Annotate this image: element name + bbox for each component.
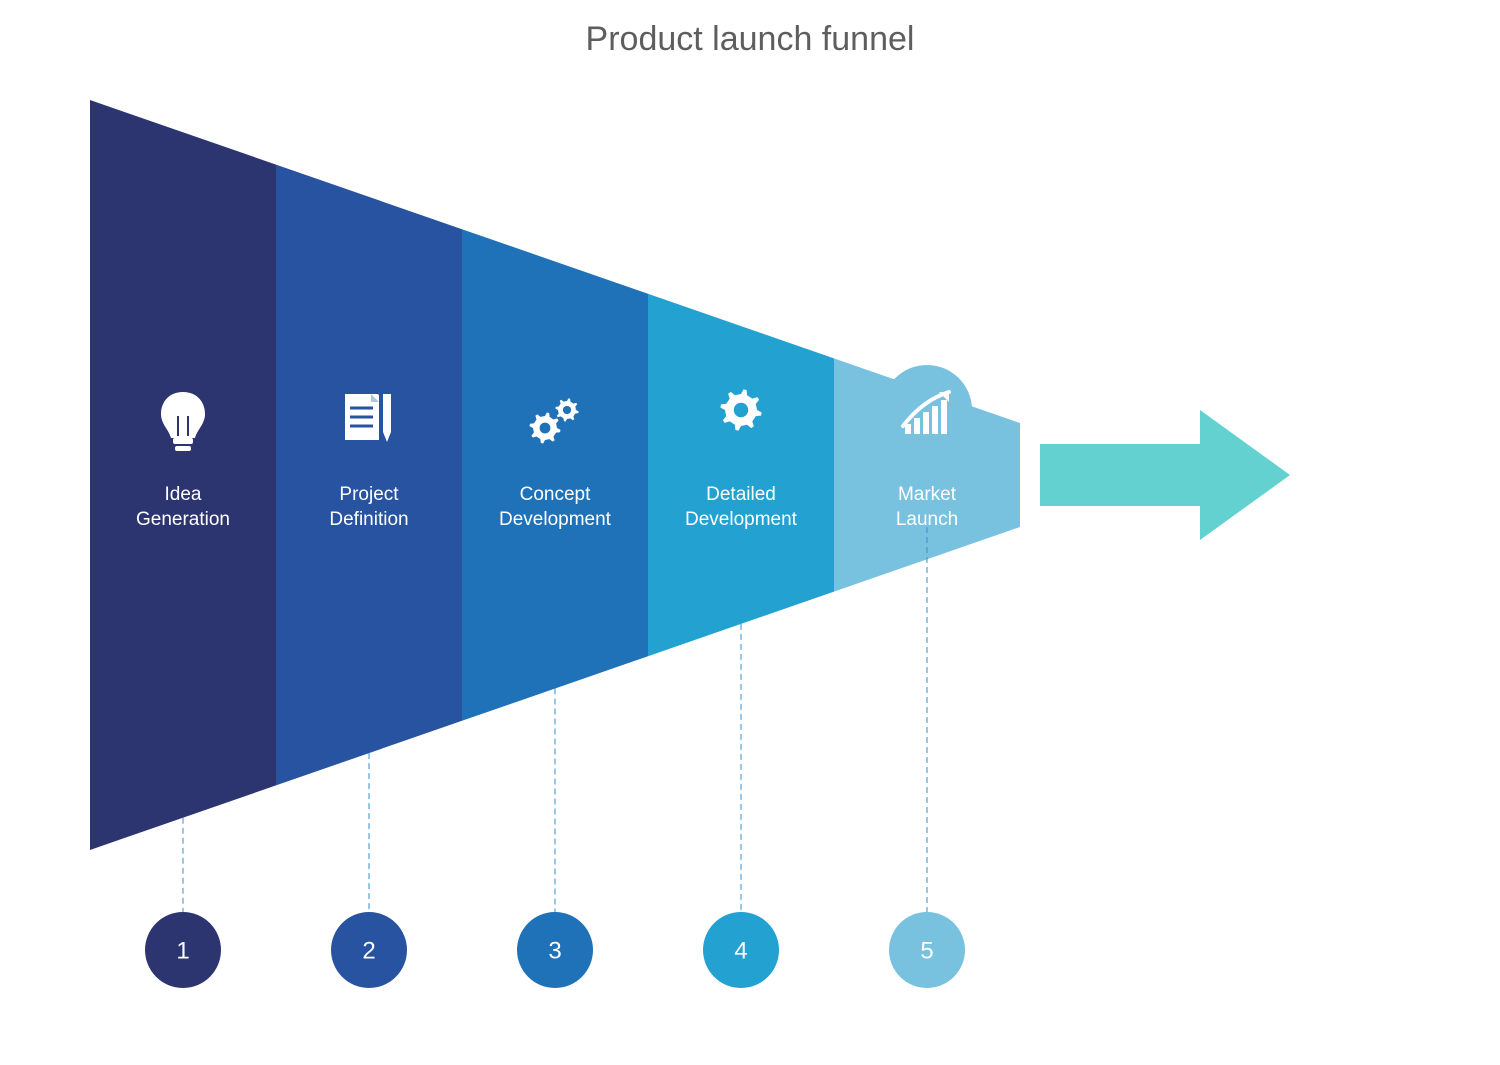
stage-label-idea-generation-line1: Idea	[165, 484, 202, 505]
diagram-title: Product launch funnel	[0, 20, 1500, 59]
stage-label-market-launch-line1: Market	[898, 484, 957, 505]
stage-label-concept-development-line1: Concept	[520, 484, 591, 505]
stage-label-project-definition-line1: Project	[339, 484, 399, 505]
funnel-segment-detailed-development	[648, 294, 834, 656]
funnel-segment-concept-development	[462, 229, 648, 721]
number-text-concept-development: 3	[548, 937, 561, 964]
funnel-svg: Idea Generation Project Definition Concept De…	[0, 0, 1500, 1065]
funnel-segment-project-definition	[276, 165, 462, 786]
number-text-idea-generation: 1	[176, 937, 189, 964]
stage-label-market-launch-line2: Launch	[896, 509, 958, 530]
stage-label-project-definition-line2: Definition	[329, 509, 408, 530]
icon-badge-market-launch	[882, 365, 972, 455]
stage-label-idea-generation-line2: Generation	[136, 509, 230, 530]
number-text-project-definition: 2	[362, 937, 375, 964]
stage-label-concept-development-line2: Development	[499, 509, 612, 530]
stage-label-detailed-development-line1: Detailed	[706, 484, 776, 505]
number-text-market-launch: 5	[920, 937, 933, 964]
output-arrow	[1040, 410, 1290, 540]
stage-label-detailed-development-line2: Development	[685, 509, 798, 530]
diagram-container: Product launch funnel Idea Generation Proj…	[0, 0, 1500, 1065]
number-text-detailed-development: 4	[734, 937, 747, 964]
funnel-segment-idea-generation	[90, 100, 276, 850]
